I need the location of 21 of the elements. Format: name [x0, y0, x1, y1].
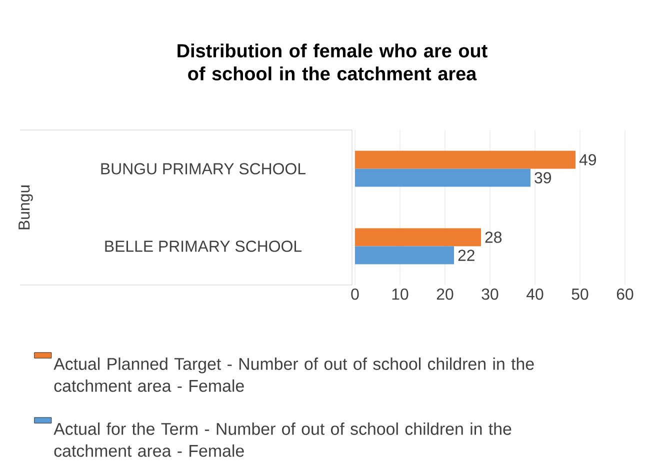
x-tick-label: 10 — [392, 288, 408, 300]
y-axis-title: Bungu — [18, 186, 33, 230]
chart-title: Distribution of female who are out of school in the catchment area — [178, 44, 488, 80]
legend-label: Actual for the Term - Number of out of school children in the catchment area - Female — [54, 422, 512, 457]
bar — [355, 168, 530, 187]
y-tick-label: BELLE PRIMARY SCHOOL — [105, 240, 302, 252]
y-tick-label: BUNGU PRIMARY SCHOOL — [101, 163, 306, 174]
data-label: 22 — [458, 250, 474, 261]
bar — [355, 150, 576, 169]
x-tick-label: 60 — [616, 288, 634, 300]
x-tick-label: 30 — [482, 288, 498, 300]
x-tick-label: 20 — [436, 288, 454, 300]
data-label: 39 — [534, 172, 551, 184]
data-label: 28 — [485, 232, 502, 243]
x-tick-label: 0 — [351, 288, 359, 300]
x-tick-label: 40 — [526, 288, 544, 300]
bar — [355, 246, 454, 264]
data-label: 49 — [579, 154, 596, 166]
x-tick-label: 50 — [572, 288, 588, 300]
legend-label: Actual Planned Target - Number of out of school children in the catchment area - Female — [54, 358, 534, 392]
bar — [355, 228, 481, 246]
